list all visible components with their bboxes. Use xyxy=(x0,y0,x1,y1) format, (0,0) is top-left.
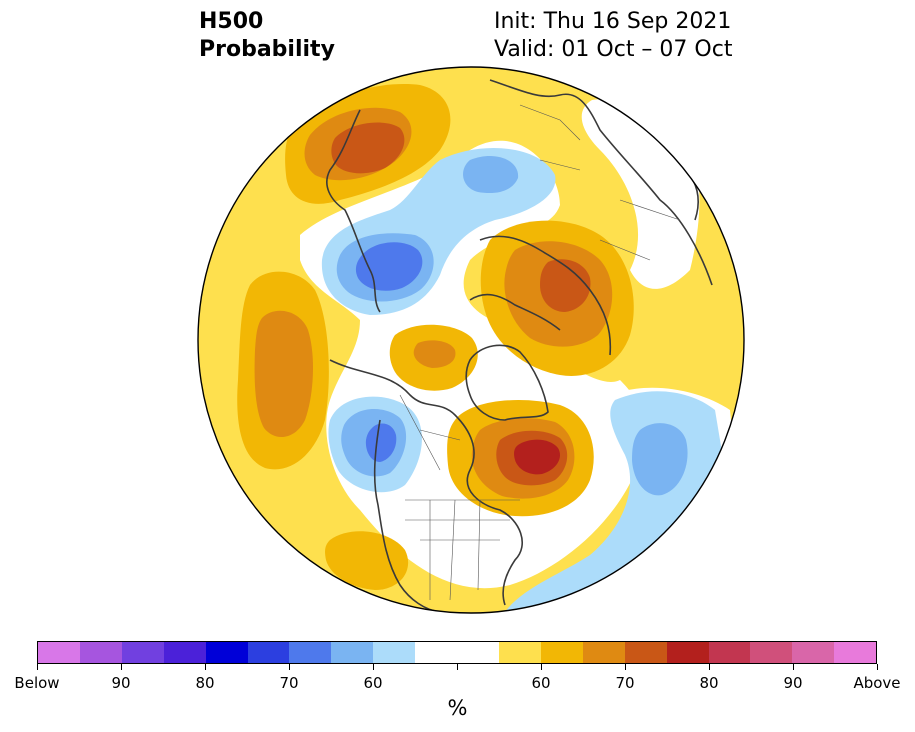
colorbar-label-6: 70 xyxy=(615,674,635,692)
colorbar-label-9: Above xyxy=(853,674,901,692)
colorbar-swatch-1 xyxy=(79,642,122,663)
colorbar-swatch-19 xyxy=(834,642,877,663)
chart-title-right: Init: Thu 16 Sep 2021 Valid: 01 Oct – 07… xyxy=(494,8,732,64)
colorbar-swatch-12 xyxy=(540,642,583,663)
political-borders xyxy=(399,104,681,601)
colorbar-tick-4 xyxy=(373,664,374,670)
colorbar-tick-7 xyxy=(709,664,710,670)
colorbar-label-3: 70 xyxy=(279,674,299,692)
init-date: Init: Thu 16 Sep 2021 xyxy=(494,9,732,34)
colorbar-swatch-5 xyxy=(247,642,290,663)
colorbar-swatch-13 xyxy=(582,642,625,663)
greenland-coast xyxy=(465,344,549,421)
colorbar-swatch-7 xyxy=(331,642,374,663)
colorbar-swatch-9 xyxy=(415,642,458,663)
colorbar-swatch-18 xyxy=(792,642,835,663)
colorbar-swatch-15 xyxy=(666,642,709,663)
colorbar-swatch-16 xyxy=(708,642,751,663)
alaska-coast xyxy=(469,293,561,331)
chart-title-left: H500 Probability xyxy=(199,8,335,64)
probability-colorbar xyxy=(37,641,877,664)
colorbar-tick-2 xyxy=(205,664,206,670)
polar-probability-map xyxy=(197,66,745,614)
colorbar-swatch-2 xyxy=(121,642,164,663)
colorbar-tick-0 xyxy=(37,664,38,670)
variable-title: H500 xyxy=(199,9,264,34)
north-america-coast xyxy=(329,359,524,613)
colorbar-label-7: 80 xyxy=(699,674,719,692)
colorbar-swatch-14 xyxy=(624,642,667,663)
colorbar-label-1: 90 xyxy=(111,674,131,692)
valid-range: Valid: 01 Oct – 07 Oct xyxy=(494,37,733,62)
coastlines xyxy=(326,79,713,613)
globe-boundary xyxy=(197,66,745,614)
colorbar-tick-3 xyxy=(289,664,290,670)
colorbar-tick-8 xyxy=(793,664,794,670)
colorbar-tick-9 xyxy=(877,664,878,670)
europe-coast xyxy=(326,109,381,313)
colorbar-tick-5 xyxy=(541,664,542,670)
colorbar-labels: Below 90 80 70 60 60 70 80 90 Above xyxy=(14,674,900,694)
colorbar-tick-6 xyxy=(625,664,626,670)
colorbar-label-5: 60 xyxy=(531,674,551,692)
colorbar-label-4: 60 xyxy=(363,674,383,692)
colorbar-swatch-11 xyxy=(498,642,541,663)
colorbar-swatch-0 xyxy=(38,642,80,663)
colorbar-ticks xyxy=(37,664,878,670)
colorbar-swatch-10 xyxy=(457,642,499,663)
colorbar-swatch-8 xyxy=(373,642,416,663)
colorbar-tick-1 xyxy=(121,664,122,670)
colorbar-unit: % xyxy=(447,696,468,720)
colorbar-label-2: 80 xyxy=(195,674,215,692)
colorbar-swatch-17 xyxy=(750,642,793,663)
probability-fill-layer xyxy=(198,67,744,613)
product-title: Probability xyxy=(199,37,335,62)
colorbar-swatch-4 xyxy=(205,642,248,663)
colorbar-tick-10 xyxy=(457,664,458,670)
colorbar-label-8: 90 xyxy=(783,674,803,692)
colorbar-swatch-6 xyxy=(289,642,332,663)
above-90 xyxy=(514,439,561,475)
colorbar-label-0: Below xyxy=(14,674,60,692)
colorbar-swatch-3 xyxy=(163,642,206,663)
asia-coast xyxy=(479,79,713,356)
